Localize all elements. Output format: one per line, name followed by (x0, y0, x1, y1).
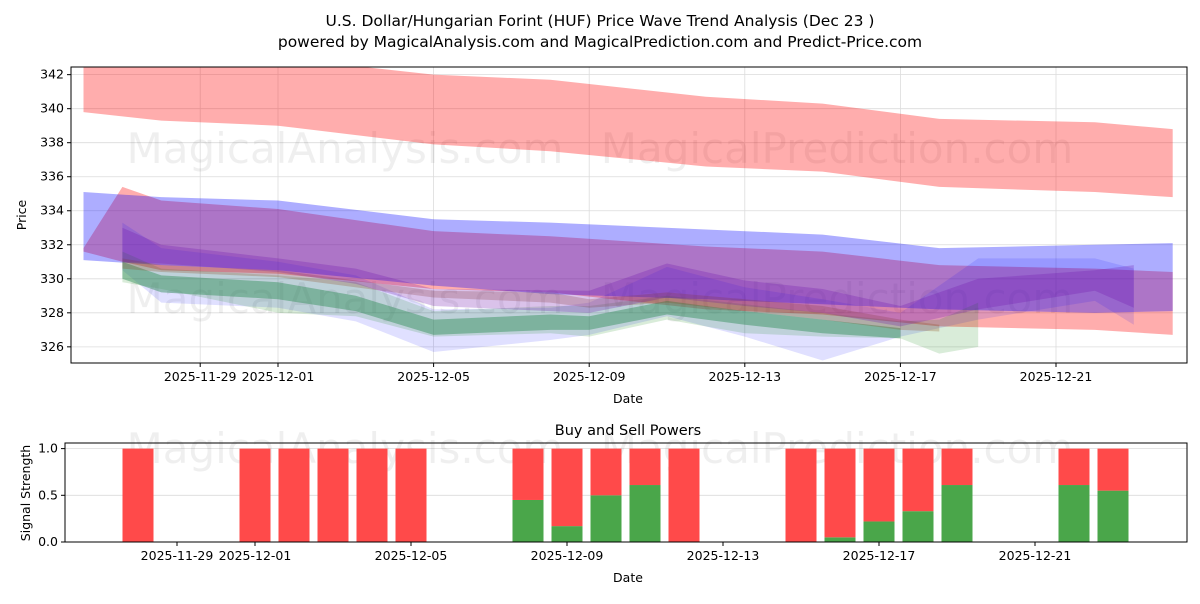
signal-chart-title: Buy and Sell Powers (555, 423, 701, 439)
sell-bar (590, 448, 622, 496)
x-tick-label: 2025-12-01 (242, 369, 315, 384)
buy-bar (1097, 490, 1129, 542)
x-tick-label: 2025-12-17 (864, 369, 937, 384)
watermark: MagicalAnalysis.com (127, 274, 564, 323)
sell-bar (239, 448, 271, 542)
sell-bar (941, 448, 973, 486)
y-tick-label: 332 (40, 237, 64, 252)
wave-green-wide (122, 251, 979, 354)
buy-bar (512, 499, 544, 542)
wave-brown-core (122, 258, 940, 332)
x-tick-label: 2025-12-01 (219, 548, 292, 563)
sell-bar (824, 448, 856, 538)
buy-bar (863, 521, 895, 542)
sell-bar (668, 448, 700, 542)
x-tick-label: 2025-11-29 (164, 369, 237, 384)
plot-frame (70, 66, 1188, 364)
x-tick-label: 2025-12-05 (375, 548, 448, 563)
buy-bar (902, 511, 934, 542)
sell-bar (902, 448, 934, 512)
sell-bar (551, 448, 583, 527)
sell-bar (278, 448, 310, 542)
buy-bar (590, 495, 622, 542)
y-tick-label: 326 (40, 339, 64, 354)
x-axis-label: Date (613, 391, 643, 406)
chart-subtitle: powered by MagicalAnalysis.com and Magic… (278, 33, 922, 51)
sell-bar (395, 448, 427, 542)
x-tick-label: 2025-12-13 (687, 548, 760, 563)
sell-bar (512, 448, 544, 500)
y-tick-label: 330 (40, 271, 64, 286)
sell-bar (863, 448, 895, 522)
y-tick-label: 0.0 (38, 534, 58, 549)
sell-bar (785, 448, 817, 542)
x-tick-label: 2025-11-29 (141, 548, 214, 563)
buy-bar (824, 537, 856, 542)
watermark: MagicalPrediction.com (601, 124, 1074, 173)
sell-bar (1058, 448, 1090, 486)
sell-bar (122, 448, 154, 542)
x-tick-label: 2025-12-21 (1020, 369, 1093, 384)
buy-bar (629, 485, 661, 542)
x-tick-label: 2025-12-13 (708, 369, 781, 384)
lower-red-band (83, 186, 1173, 335)
wave-blue-wide (122, 222, 1134, 361)
x-tick-label: 2025-12-17 (843, 548, 916, 563)
buy-bar (551, 526, 583, 542)
sell-bar (356, 448, 388, 542)
sell-bar (317, 448, 349, 542)
watermark: MagicalPrediction.com (601, 274, 1074, 323)
y-tick-label: 336 (40, 169, 64, 184)
buy-bar (941, 485, 973, 542)
x-tick-label: 2025-12-09 (553, 369, 626, 384)
sell-bar (1097, 448, 1129, 491)
y-tick-label: 338 (40, 135, 64, 150)
y-axis-label: Signal Strength (18, 445, 33, 541)
y-tick-label: 342 (40, 67, 64, 82)
y-tick-label: 334 (40, 203, 64, 218)
plot-frame (64, 442, 1188, 543)
buy-bar (1058, 485, 1090, 542)
y-tick-label: 0.5 (38, 487, 58, 502)
blue-band (83, 192, 1173, 313)
y-tick-label: 1.0 (38, 441, 58, 456)
x-tick-label: 2025-12-21 (999, 548, 1072, 563)
price-chart: 326 328 330 332 334 336 338 340 342 2025-11-29 202… (14, 66, 1188, 406)
wave-purple (122, 227, 1134, 327)
signal-chart: Buy and Sell Powers 0.0 0.5 1.0 2025-11-29 20… (18, 423, 1188, 585)
x-tick-label: 2025-12-09 (531, 548, 604, 563)
x-tick-label: 2025-12-05 (397, 369, 470, 384)
y-tick-label: 328 (40, 305, 64, 320)
upper-red-band (83, 67, 1173, 198)
y-tick-label: 340 (40, 101, 64, 116)
sell-bar (629, 448, 661, 486)
y-axis-label: Price (14, 199, 29, 230)
watermark: MagicalAnalysis.com (127, 124, 564, 173)
wave-green-core (122, 261, 901, 339)
chart-title: U.S. Dollar/Hungarian Forint (HUF) Price… (326, 12, 875, 30)
x-axis-label: Date (613, 570, 643, 585)
